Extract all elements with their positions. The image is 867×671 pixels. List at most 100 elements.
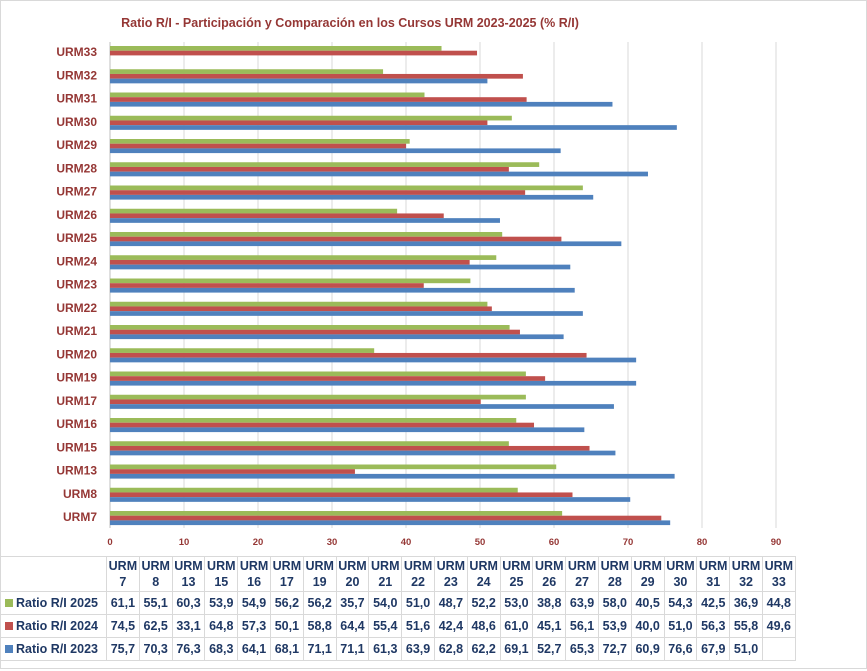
bar-ratio-r-i-2025	[110, 92, 425, 98]
table-header: URM 33	[761, 556, 796, 592]
table-cell: 49,6	[761, 614, 796, 638]
bar-ratio-r-i-2023	[110, 148, 561, 154]
table-cell: 35,7	[335, 591, 370, 615]
category-label: URM32	[56, 68, 97, 82]
bar-ratio-r-i-2024	[110, 213, 444, 219]
category-label: URM31	[56, 92, 97, 106]
table-header: URM 29	[630, 556, 665, 592]
bar-ratio-r-i-2024	[110, 190, 526, 195]
category-label: URM7	[63, 510, 97, 524]
legend-swatch	[5, 599, 13, 607]
category-label: URM33	[56, 45, 97, 59]
bar-ratio-r-i-2024	[110, 329, 520, 335]
bar-ratio-r-i-2023	[110, 78, 488, 84]
category-label: URM20	[56, 347, 97, 361]
table-cell: 51,6	[401, 614, 435, 638]
table-cell: 57,3	[237, 614, 271, 638]
table-cell: 55,4	[368, 614, 403, 638]
table-cell: 45,1	[532, 614, 567, 638]
table-header: URM 26	[532, 556, 567, 592]
category-label: URM15	[56, 440, 97, 454]
bar-ratio-r-i-2025	[110, 371, 526, 377]
table-cell: 53,9	[204, 591, 239, 615]
x-tick-label: 90	[771, 537, 782, 548]
table-cell: 56,2	[269, 591, 304, 615]
table-cell: 76,6	[663, 637, 698, 661]
bar-ratio-r-i-2025	[110, 255, 497, 260]
table-cell: 61,1	[106, 591, 140, 615]
table-header: URM 30	[663, 556, 698, 592]
table-cell: 62,8	[433, 637, 468, 661]
table-cell: 56,3	[696, 614, 731, 638]
table-cell: 60,9	[630, 637, 665, 661]
table-cell: 53,9	[597, 614, 632, 638]
table-cell	[761, 637, 796, 661]
table-header: URM 27	[565, 556, 599, 592]
legend-swatch	[5, 645, 13, 653]
table-cell: 60,3	[171, 591, 206, 615]
table-header: URM 17	[269, 556, 304, 592]
table-header: URM 19	[302, 556, 337, 592]
x-tick-label: 40	[401, 537, 412, 548]
table-cell: 56,1	[565, 614, 599, 638]
table-cell: 63,9	[401, 637, 435, 661]
bar-ratio-r-i-2023	[110, 450, 616, 456]
bar-ratio-r-i-2025	[110, 232, 503, 237]
bar-ratio-r-i-2023	[110, 287, 575, 293]
bar-ratio-r-i-2023	[110, 357, 637, 363]
table-cell: 56,2	[302, 591, 337, 615]
table-cell: 40,0	[630, 614, 665, 638]
table-cell: 51,0	[663, 614, 698, 638]
table-cell: 50,1	[269, 614, 304, 638]
bar-ratio-r-i-2025	[110, 115, 512, 121]
table-cell: 53,0	[499, 591, 534, 615]
category-label: URM23	[56, 278, 97, 292]
bar-ratio-r-i-2024	[110, 120, 488, 126]
bar-ratio-r-i-2024	[110, 492, 573, 498]
table-cell: 54,9	[237, 591, 271, 615]
table-cell: 36,9	[729, 591, 763, 615]
table-header: URM 32	[729, 556, 763, 592]
bar-ratio-r-i-2025	[110, 208, 398, 214]
table-cell: 74,5	[106, 614, 140, 638]
table-cell: 67,9	[696, 637, 731, 661]
bar-ratio-r-i-2024	[110, 306, 492, 312]
bar-ratio-r-i-2023	[110, 311, 583, 316]
table-cell: 54,0	[368, 591, 403, 615]
table-cell: 38,8	[532, 591, 567, 615]
table-cell: 75,7	[106, 637, 140, 661]
category-label: URM24	[56, 254, 97, 268]
bar-ratio-r-i-2024	[110, 283, 424, 288]
category-label: URM26	[56, 208, 97, 222]
table-cell: 71,1	[335, 637, 370, 661]
bar-ratio-r-i-2023	[110, 520, 671, 526]
table-cell: 64,4	[335, 614, 370, 638]
category-label: URM29	[56, 138, 97, 152]
bar-ratio-r-i-2023	[110, 218, 500, 223]
category-label: URM27	[56, 185, 97, 199]
table-cell: 69,1	[499, 637, 534, 661]
x-tick-label: 50	[475, 537, 486, 548]
bar-ratio-r-i-2024	[110, 515, 662, 521]
table-cell: 42,4	[433, 614, 468, 638]
bar-ratio-r-i-2023	[110, 473, 675, 479]
bar-ratio-r-i-2024	[110, 50, 478, 56]
bar-ratio-r-i-2024	[110, 236, 562, 242]
bar-ratio-r-i-2024	[110, 445, 590, 451]
table-cell: 42,5	[696, 591, 731, 615]
data-table: URM 7 URM 8 URM 13 URM 15 URM 16 URM 17 URM 19 URM 20 UR…	[0, 556, 796, 661]
table-header: URM 31	[696, 556, 731, 592]
table-cell: 55,1	[138, 591, 173, 615]
table-cell: 52,7	[532, 637, 567, 661]
x-tick-label: 70	[623, 537, 634, 548]
table-cell: 51,0	[401, 591, 435, 615]
category-label: URM17	[56, 394, 97, 408]
table-header: URM 22	[401, 556, 435, 592]
bar-ratio-r-i-2023	[110, 125, 677, 130]
bar-ratio-r-i-2023	[110, 171, 648, 177]
bar-ratio-r-i-2024	[110, 166, 509, 172]
bar-ratio-r-i-2023	[110, 404, 614, 409]
table-cell: 71,1	[302, 637, 337, 661]
bar-ratio-r-i-2024	[110, 376, 546, 381]
table-cell: 44,8	[761, 591, 796, 615]
